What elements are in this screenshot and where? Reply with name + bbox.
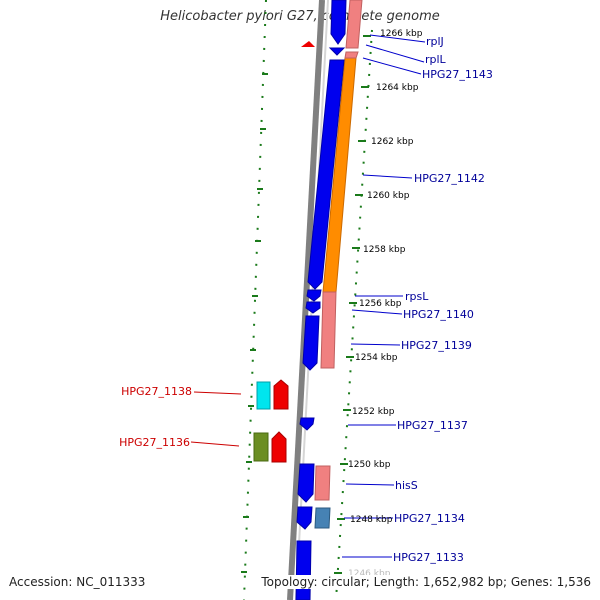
major-ticks-right [334,35,371,574]
gene-label: HPG27_1142 [414,172,485,185]
cds-rplL [328,47,346,56]
gene-label: HPG27_1134 [394,512,465,525]
axis-label: 1256 kbp [359,299,402,309]
accession-text: Accession: NC_011333 [9,575,146,589]
blue-cds-features [295,0,347,600]
pink-feature [314,465,331,501]
axis-label: 1248 kbp [350,515,393,525]
axis-label: 1252 kbp [352,407,395,417]
cds-rplJ [330,0,347,45]
axis-label: 1258 kbp [363,245,406,255]
leader-line [365,44,425,63]
cds-1140 [305,301,321,314]
gene-label: rpsL [405,290,429,303]
cds-rpsL [306,289,322,302]
gene-label: HPG27_1140 [403,308,474,321]
leader-line [362,174,413,179]
gene-label: rplL [425,53,447,66]
olive-feature [253,432,269,462]
cds-1139 [302,315,320,371]
steelblue-feature [314,507,331,529]
leader-line [350,343,401,346]
gene-labels: rplJ rplL HPG27_1143 HPG27_1142 rpsL HPG27_11… [119,35,493,564]
leader-line [345,483,395,486]
cds-1134 [296,506,313,530]
cyan-feature [256,381,271,410]
axis-label: 1250 kbp [348,460,391,470]
reverse-leaders [190,391,242,447]
major-ticks-left [241,73,268,573]
axis-label: 1262 kbp [371,137,414,147]
genome-backbone [287,0,325,600]
red-feature [273,379,289,410]
gene-label: HPG27_1138 [121,385,192,398]
gene-label: HPG27_1136 [119,436,190,449]
red-marker [301,41,315,47]
leader-line [193,391,242,395]
genome-summary-text: Topology: circular; Length: 1,652,982 bp… [261,575,591,589]
leader-line [362,57,422,75]
axis-label: 1246 kbp [348,569,391,579]
axis-label: 1260 kbp [367,191,410,201]
axis-label: 1266 kbp [380,29,423,39]
gene-label: HPG27_1133 [393,551,464,564]
gene-label: hisS [395,479,418,492]
axis-label: 1254 kbp [355,353,398,363]
map-title: Helicobacter pylori G27, complete genome [160,9,440,24]
pink-feature [344,51,359,59]
axis-label: 1264 kbp [376,83,419,93]
axis-labels: 1266 kbp 1264 kbp 1262 kbp 1260 kbp 1258 kbp… [348,29,423,579]
forward-leaders [342,34,426,558]
gene-label: HPG27_1143 [422,68,493,81]
pink-feature [320,291,337,369]
red-feature [271,431,287,463]
cds-large-block [307,59,345,290]
gene-label: HPG27_1139 [401,339,472,352]
cds-1137 [299,417,315,431]
leader-line [369,34,426,43]
leader-line [351,309,403,315]
gene-label: HPG27_1137 [397,419,468,432]
outer-tick-ring [243,0,267,600]
leader-line [190,441,240,447]
tick-rings [243,0,373,600]
cds-hisS [297,463,315,503]
cds-1133 [295,540,312,600]
gene-label: rplJ [426,35,444,48]
pink-feature [345,0,363,49]
